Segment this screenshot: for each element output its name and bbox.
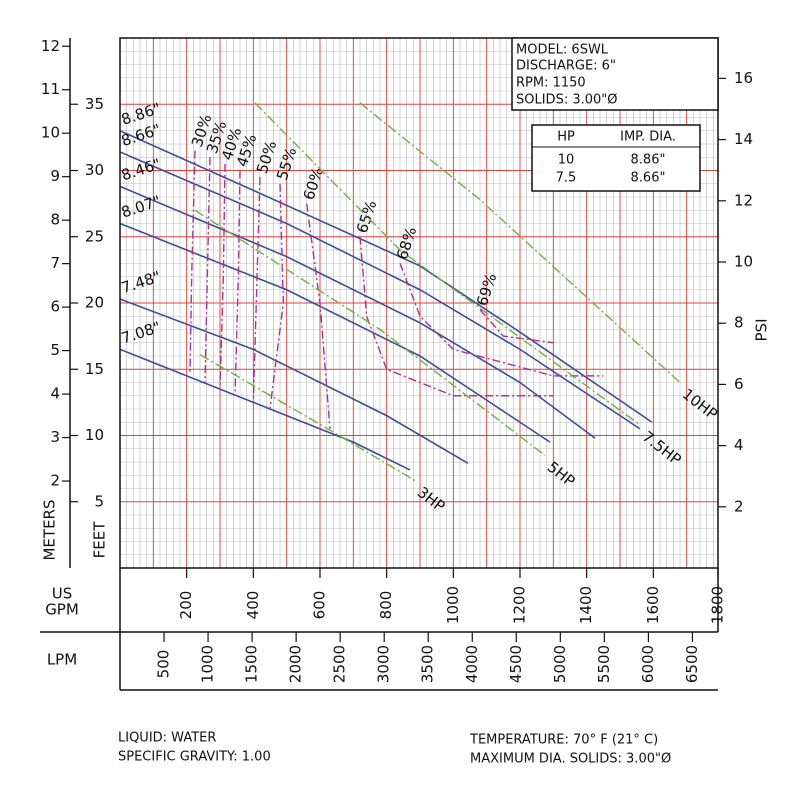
psi-tick-label: 14 [734,130,753,148]
info-box-border [511,37,719,111]
lpm-tick-label: 3500 [419,645,437,683]
meters-tick-label: 3 [50,428,60,446]
meters-tick-label: 6 [50,298,60,316]
footer-text: LIQUID: WATER [118,731,216,746]
lpm-tick-label: 5500 [595,645,613,683]
impeller-curve [119,298,469,465]
efficiency-curve [359,236,554,397]
efficiency-curve [234,170,241,396]
x-tick-label: 800 [377,591,395,620]
psi-tick-label: 10 [734,252,753,270]
table-header: HP [557,130,575,145]
meters-tick-label: 2 [50,472,60,490]
psi-tick-label: 8 [734,314,744,332]
footer-text: SPECIFIC GRAVITY: 1.00 [118,750,271,765]
meters-tick-label: 5 [50,341,60,359]
footer-text: TEMPERATURE: 70° F (21° C) [469,733,658,748]
lpm-tick-label: 2000 [287,645,305,683]
x-tick-label: 1200 [511,586,529,624]
lpm-tick-label: 1000 [199,645,217,683]
curve-label: 3HP [414,483,449,516]
meters-tick-label: 12 [41,37,60,55]
horsepower-curve [194,209,546,456]
efficiency-curve [219,163,226,390]
info-text: MODEL: 6SWL [516,43,609,58]
meters-tick-label: 10 [41,124,60,142]
meters-tick-label: 9 [50,167,60,185]
lpm-tick-label: 1500 [243,645,261,683]
y-tick-label: 20 [85,294,104,312]
lpm-tick-label: 4500 [507,645,525,683]
meters-label: METERS [41,499,59,560]
efficiency-curve [269,183,285,410]
efficiency-curve [399,263,604,377]
horsepower-curve [199,354,416,482]
efficiency-curve [252,177,261,403]
efficiency-curve [189,150,196,375]
table-header: IMP. DIA. [620,130,676,145]
y-tick-label: 35 [85,95,104,113]
horsepower-curve [254,102,641,426]
efficiency-curve [204,157,211,383]
curve-label: 8.07" [119,192,163,222]
x-tick-label: 400 [244,591,262,620]
plot-border [119,37,719,569]
gpm-label: US [52,585,73,603]
meters-tick-label: 8 [50,211,60,229]
hp-table-border [531,124,701,192]
table-cell: 8.86" [631,153,666,168]
lpm-tick-label: 6000 [639,645,657,683]
x-tick-label: 1600 [644,586,662,624]
meters-tick-label: 4 [50,385,60,403]
hp-table: HP IMP. DIA. 10 8.86" 7.5 8.66" [531,124,701,192]
y-tick-label: 15 [85,360,104,378]
footer: LIQUID: WATER SPECIFIC GRAVITY: 1.00 TEM… [118,731,671,767]
footer-text: MAXIMUM DIA. SOLIDS: 3.00"Ø [470,752,671,767]
impeller-curve [119,130,653,423]
x-tick-label: 1400 [577,586,595,624]
lpm-label: LPM [47,651,77,669]
table-cell: 8.66" [631,171,666,186]
y-tick-label: 25 [85,227,104,245]
info-box: MODEL: 6SWL DISCHARGE: 6" RPM: 1150 SOLI… [511,37,719,111]
lpm-tick-label: 6500 [683,645,701,683]
psi-label: PSI [753,319,771,342]
impeller-curve [119,348,411,471]
psi-tick-label: 12 [734,191,753,209]
impeller-curve [119,222,551,443]
curve-label: 8.46" [119,155,163,185]
psi-tick-label: 4 [734,436,744,454]
frame: METERS FEET PSI US GPM LPM [40,37,771,691]
feet-label: FEET [91,521,109,559]
curve-label: 7.5HP [639,427,685,468]
y-tick-label: 10 [85,426,104,444]
table-cell: 7.5 [556,171,577,186]
table-cell: 10 [558,153,575,168]
y-tick-label: 30 [85,161,104,179]
efficiency-curve [479,309,554,344]
lpm-tick-label: 5000 [551,645,569,683]
info-text: SOLIDS: 3.00"Ø [516,93,618,108]
lpm-tick-label: 3000 [375,645,393,683]
x-tick-label: 200 [177,591,195,620]
psi-tick-label: 6 [734,375,744,393]
meters-tick-label: 7 [50,254,60,272]
gpm-label: GPM [45,601,79,619]
psi-tick-label: 16 [734,69,753,87]
curve-label: 65% [353,198,380,235]
lpm-tick-label: 2500 [331,645,349,683]
info-text: RPM: 1150 [516,76,586,91]
y-tick-label: 5 [94,492,104,510]
lpm-tick-label: 4000 [463,645,481,683]
info-text: DISCHARGE: 6" [516,59,616,74]
x-tick-label: 1000 [444,586,462,624]
efficiency-curve [305,203,331,429]
curve-label: 7.48" [119,268,163,298]
psi-tick-label: 2 [734,497,744,515]
x-tick-label: 600 [311,591,329,620]
lpm-tick-label: 500 [155,650,173,679]
meters-tick-label: 11 [41,80,60,98]
curve-label: 68% [393,225,420,262]
